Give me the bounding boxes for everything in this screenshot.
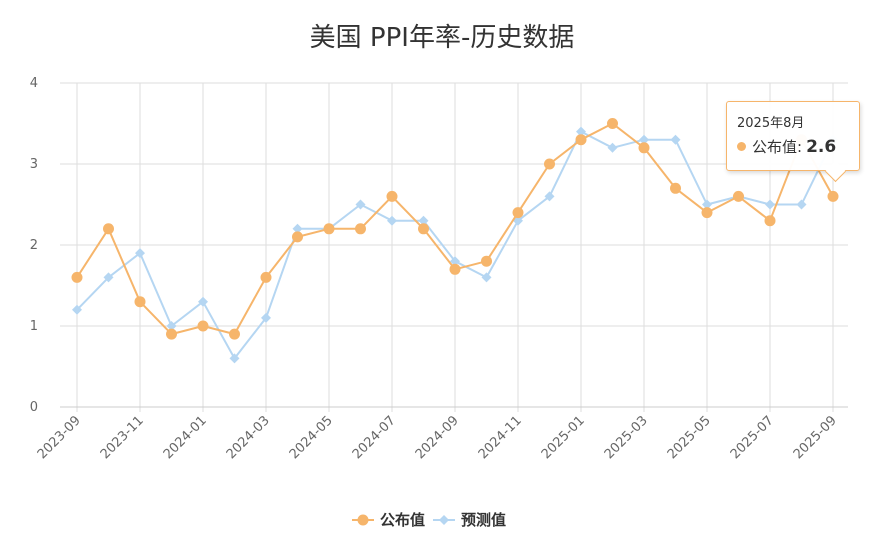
x-tick-label: 2023-11: [98, 413, 147, 462]
data-point[interactable]: [733, 190, 744, 202]
x-tick-label: 2024-07: [350, 413, 399, 462]
data-point[interactable]: [292, 231, 303, 243]
data-point[interactable]: [607, 142, 618, 153]
data-point[interactable]: [827, 190, 839, 202]
data-point[interactable]: [544, 191, 555, 202]
y-tick-label: 0: [30, 400, 38, 415]
data-point[interactable]: [229, 328, 240, 340]
data-point[interactable]: [134, 296, 146, 308]
data-point[interactable]: [198, 296, 208, 307]
data-point[interactable]: [418, 215, 429, 226]
x-tick-label: 2024-05: [287, 413, 336, 462]
legend[interactable]: 公布值 预测值: [352, 511, 506, 529]
data-point[interactable]: [355, 223, 366, 235]
data-point[interactable]: [387, 215, 397, 226]
data-point[interactable]: [355, 199, 366, 210]
y-tick-label: 3: [30, 157, 38, 172]
data-point[interactable]: [796, 199, 807, 210]
data-point[interactable]: [765, 199, 775, 210]
data-point[interactable]: [166, 321, 177, 331]
data-point[interactable]: [166, 328, 177, 340]
data-point[interactable]: [701, 207, 713, 219]
x-tick-label: 2024-09: [413, 413, 462, 462]
data-point[interactable]: [323, 223, 335, 235]
x-tick-label: 2024-01: [161, 413, 210, 462]
grid: [60, 82, 848, 412]
data-point[interactable]: [103, 223, 114, 235]
x-tick-label: 2025-03: [602, 413, 651, 462]
data-point[interactable]: [607, 118, 618, 129]
data-point[interactable]: [670, 134, 681, 145]
data-point[interactable]: [450, 256, 460, 267]
series-layer: [71, 118, 839, 364]
tooltip-value: 2.6: [806, 136, 837, 157]
x-tick-label: 2025-09: [791, 413, 840, 462]
x-tick-label: 2025-07: [728, 413, 777, 462]
tooltip-date: 2025年8月: [737, 116, 805, 131]
data-point[interactable]: [544, 158, 555, 170]
legend-marker-icon: [439, 515, 449, 525]
data-point[interactable]: [229, 353, 240, 364]
legend-label: 公布值: [380, 511, 425, 529]
data-point[interactable]: [103, 272, 114, 283]
legend-item[interactable]: 公布值: [352, 511, 425, 529]
x-tick-label: 2024-03: [224, 413, 273, 462]
legend-label: 预测值: [461, 511, 506, 529]
data-point[interactable]: [702, 199, 712, 210]
data-point[interactable]: [260, 271, 272, 283]
data-point[interactable]: [261, 312, 271, 323]
data-point[interactable]: [135, 248, 145, 259]
tooltip-separator: :: [797, 137, 803, 156]
data-point[interactable]: [481, 255, 492, 267]
legend-marker-icon: [357, 514, 369, 526]
data-point[interactable]: [481, 272, 492, 283]
data-point[interactable]: [449, 263, 461, 275]
chart-title: 美国 PPI年率-历史数据: [310, 23, 575, 53]
x-tick-label: 2024-11: [476, 413, 525, 462]
tooltip-series-name: 公布值: [752, 138, 798, 156]
data-point[interactable]: [638, 142, 650, 154]
data-point[interactable]: [670, 182, 681, 194]
data-point[interactable]: [575, 134, 587, 146]
legend-item[interactable]: 预测值: [433, 511, 506, 529]
x-tick-label: 2025-05: [665, 413, 714, 462]
data-point[interactable]: [71, 271, 83, 283]
y-tick-label: 1: [30, 319, 38, 334]
data-point[interactable]: [639, 134, 649, 145]
x-tick-label: 2023-09: [35, 413, 84, 462]
x-tick-label: 2025-01: [539, 413, 588, 462]
data-point[interactable]: [418, 223, 429, 235]
data-point[interactable]: [512, 207, 524, 219]
data-point[interactable]: [292, 223, 303, 234]
data-point[interactable]: [576, 126, 586, 137]
chart-tooltip: 2025年8月 公布值: 2.6: [726, 101, 860, 183]
data-point[interactable]: [197, 320, 209, 332]
tooltip-row: 公布值: 2.6: [737, 136, 859, 157]
data-point[interactable]: [386, 190, 398, 202]
y-tick-label: 4: [30, 76, 38, 91]
data-point[interactable]: [72, 304, 82, 315]
data-point[interactable]: [764, 215, 776, 227]
y-tick-label: 2: [30, 238, 38, 253]
tooltip-series-marker-icon: [737, 142, 746, 151]
